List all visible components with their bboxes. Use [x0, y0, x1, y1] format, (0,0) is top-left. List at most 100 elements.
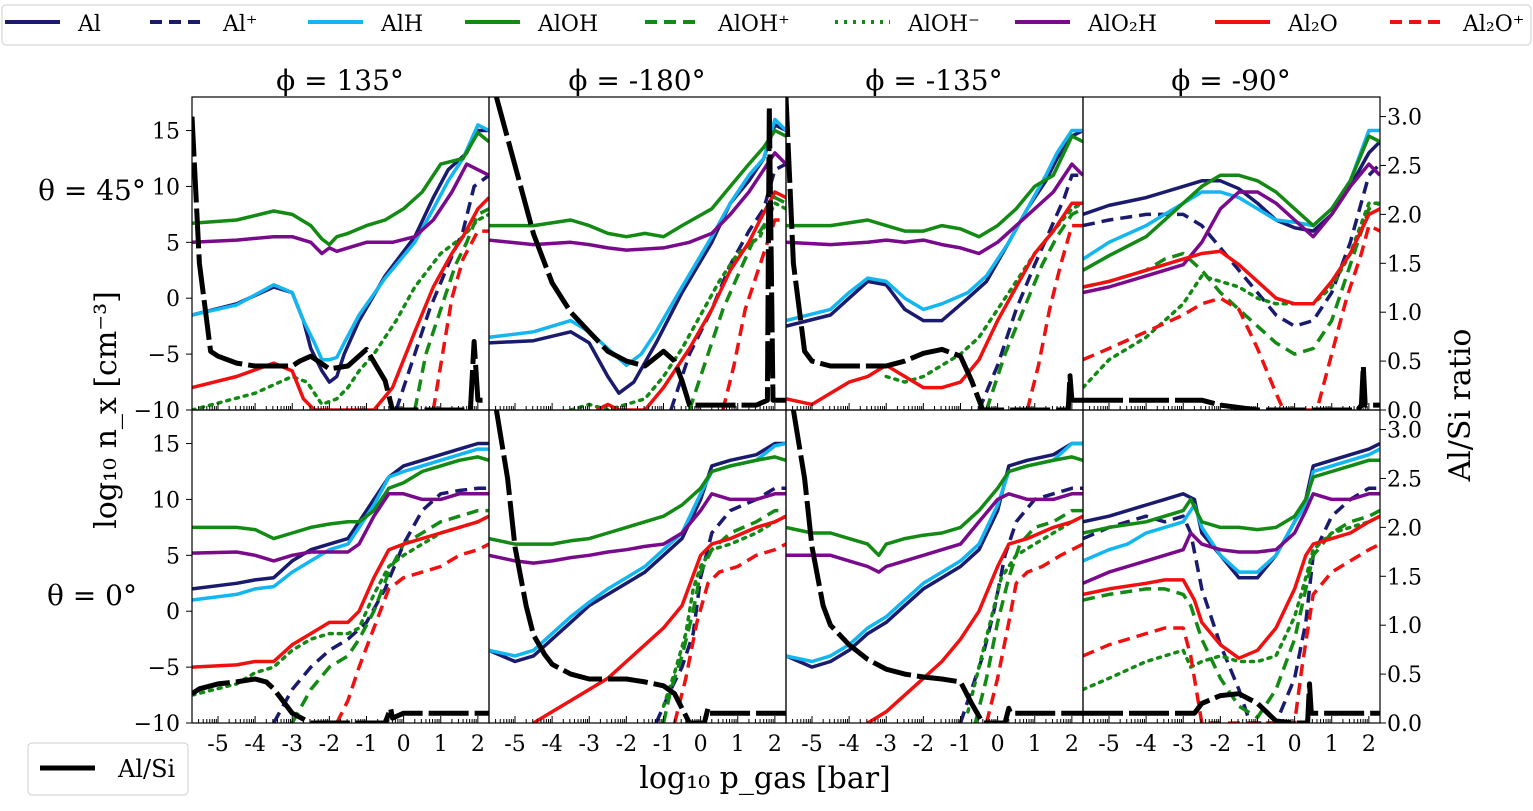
- y-tick-label: 0: [166, 287, 180, 312]
- panel-r1-c1: [488, 409, 787, 724]
- x-tick-label: -1: [950, 732, 971, 757]
- series-alo2h: [786, 162, 1083, 256]
- y-tick-label: 10: [152, 488, 180, 513]
- series-aloh: [1083, 458, 1380, 535]
- x-tick-label: -4: [1135, 732, 1156, 757]
- x-tick-label: 2: [471, 732, 485, 757]
- y-tick-label-right: 0.5: [1387, 663, 1422, 688]
- series-al-minusplus: [654, 486, 786, 723]
- x-tick-label: 2: [1065, 732, 1079, 757]
- series-alsi: [192, 116, 489, 410]
- x-tick-label: -3: [1173, 732, 1194, 757]
- y-tick-label-right: 1.0: [1387, 614, 1422, 639]
- y-tick-label: 10: [152, 175, 180, 200]
- legend-label-1: Al⁺: [222, 12, 258, 37]
- series-alsi: [790, 410, 1083, 723]
- series-group: [786, 97, 1083, 410]
- y-tick-label-right: 0.0: [1387, 712, 1422, 737]
- x-tick-label: -4: [838, 732, 859, 757]
- series-alh: [1083, 128, 1380, 261]
- legend-label-8: Al₂O⁺: [1462, 12, 1524, 37]
- x-tick-label: -4: [541, 732, 562, 757]
- y-tick-label: 15: [152, 433, 180, 458]
- x-tick-label: -3: [579, 732, 600, 757]
- series-alh: [192, 123, 489, 362]
- x-axis-label: log₁₀ p_gas [bar]: [639, 761, 891, 796]
- y-tick-label-right: 3.0: [1387, 106, 1422, 131]
- legend-label-5: AlOH⁻: [907, 12, 980, 37]
- series-group: [1083, 441, 1380, 723]
- series-aloh-minusplus: [687, 195, 786, 410]
- series-al: [786, 441, 1083, 669]
- series-al-minusplus: [669, 162, 786, 410]
- x-tick-label: -1: [1247, 732, 1268, 757]
- y-tick-label: −5: [148, 656, 180, 681]
- series-alo2h: [1083, 492, 1380, 585]
- col-title-2: ϕ = -135°: [865, 64, 1002, 97]
- x-tick-label: 0: [397, 732, 411, 757]
- series-group: [786, 410, 1083, 723]
- series-al2o: [866, 514, 1083, 723]
- x-tick-label: -5: [207, 732, 228, 757]
- y-axis-label-right: Al/Si ratio: [1443, 329, 1478, 483]
- series-aloh-minusplus: [661, 508, 786, 723]
- series-alh: [489, 441, 786, 658]
- series-aloh-minusplus: [1083, 509, 1380, 720]
- tick-labels: -5 -4 -3 -2 -1 0 1 2 -5 -4 -3 -2 -1 0 1 2 -5 -4 -3 -2 -1 0 1 2-…: [134, 106, 1422, 757]
- legend-label-2: AlH: [380, 12, 423, 37]
- x-tick-label: 2: [1362, 732, 1376, 757]
- bottom-legend-frame: [27, 742, 189, 796]
- series-aloh-minus: [568, 201, 786, 410]
- series-aloh: [786, 455, 1083, 558]
- x-tick-label: -2: [616, 732, 637, 757]
- y-tick-label-right: 2.5: [1387, 467, 1422, 492]
- series-group: [1083, 128, 1380, 410]
- series-aloh-minus: [192, 514, 489, 697]
- series-aloh: [786, 134, 1083, 239]
- series-al2o-minusplus: [431, 229, 489, 410]
- y-tick-label: 5: [166, 544, 180, 569]
- series-group: [192, 441, 489, 723]
- series-aloh: [1083, 134, 1380, 272]
- x-tick-label: 1: [731, 732, 745, 757]
- series-al-minusplus: [958, 486, 1083, 723]
- y-tick-label: 0: [166, 600, 180, 625]
- series-alo2h: [489, 492, 786, 565]
- series-al2o: [1083, 514, 1380, 660]
- y-tick-label-right: 1.5: [1387, 565, 1422, 590]
- series-aloh-minusplus: [973, 508, 1083, 723]
- y-tick-label-right: 2.5: [1387, 154, 1422, 179]
- series-al2o-minusplus: [672, 542, 786, 723]
- series-al2o: [192, 514, 489, 669]
- series-al2o: [595, 190, 786, 410]
- series-alo2h: [786, 492, 1083, 574]
- series-al-minusplus: [1083, 162, 1380, 328]
- legend-label-3: AlOH: [537, 12, 598, 37]
- x-tick-label: 0: [991, 732, 1005, 757]
- series-alh: [192, 447, 489, 602]
- x-tick-label: 1: [1028, 732, 1042, 757]
- series-al2o: [786, 201, 1083, 407]
- y-tick-label-right: 0.0: [1387, 399, 1422, 424]
- series-al: [489, 123, 786, 395]
- series-aloh: [192, 455, 489, 541]
- y-tick-label-right: 3.0: [1387, 419, 1422, 444]
- top-legend: Al Al⁺ AlH AlOH AlOH⁺ AlOH⁻ AlO₂H Al₂O Al₂O⁺: [1, 4, 1532, 46]
- series-group: [192, 116, 489, 410]
- y-tick-label: 5: [166, 231, 180, 256]
- panel-r0-c3: [1082, 96, 1386, 411]
- x-tick-label: 2: [768, 732, 782, 757]
- series-al-minusplus: [1083, 486, 1380, 723]
- panel-r0-c0: [186, 96, 490, 411]
- panel-r0-c2: [785, 96, 1084, 411]
- x-tick-label: -2: [319, 732, 340, 757]
- series-alsi: [1083, 681, 1380, 723]
- panel-r1-c0: [186, 409, 490, 724]
- series-aloh: [192, 131, 489, 247]
- series-al2o-minusplus: [1083, 223, 1380, 410]
- series-aloh: [489, 128, 786, 239]
- alsi-legend-label: Al/Si: [117, 755, 176, 783]
- series-alo2h: [1083, 162, 1380, 295]
- series-aloh-minusplus: [984, 207, 1083, 410]
